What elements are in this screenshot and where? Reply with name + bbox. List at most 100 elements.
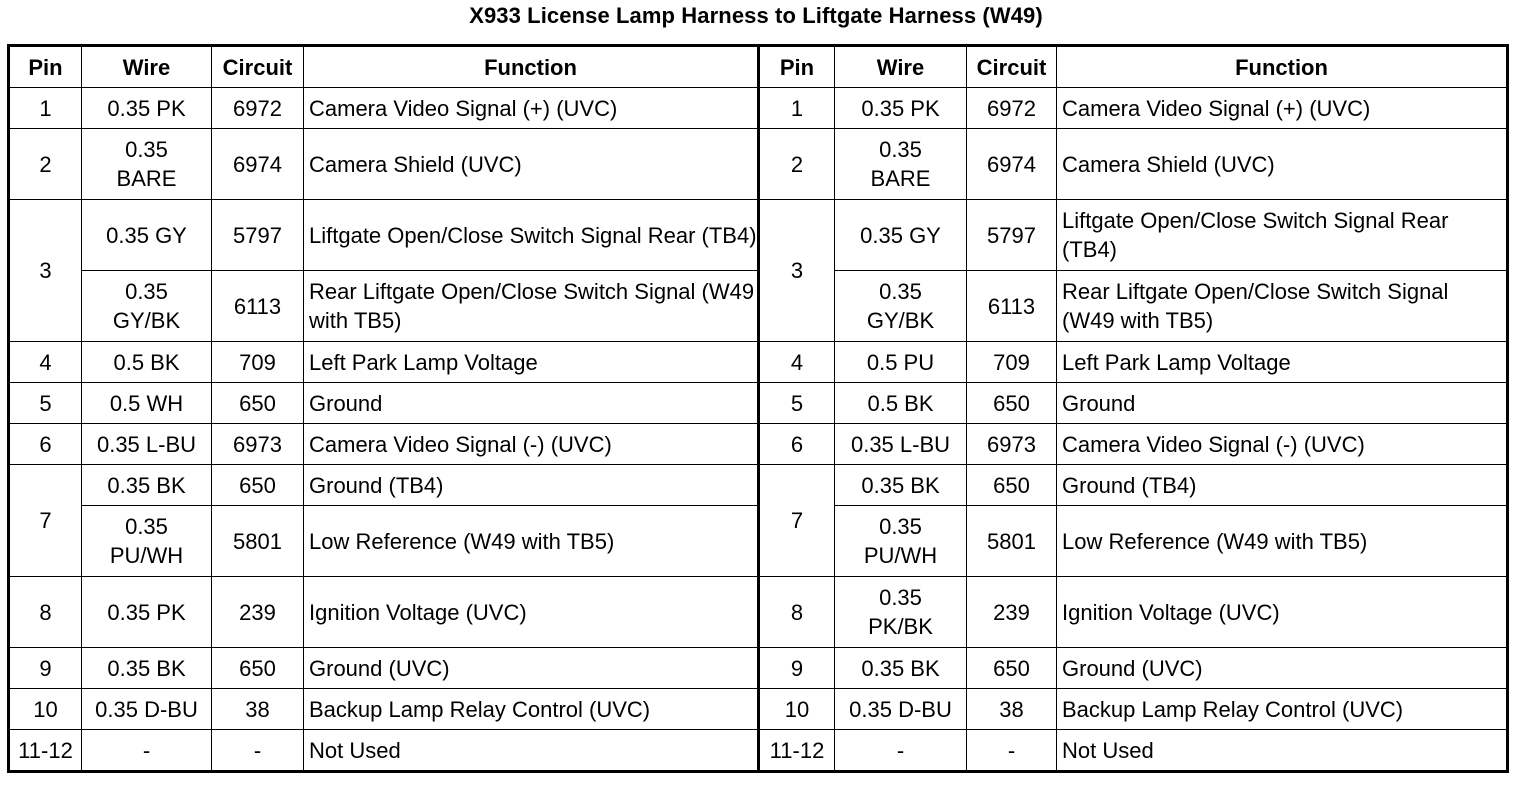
- wire-cell: 0.35 BARE: [81, 128, 212, 200]
- circuit-cell: 650: [211, 647, 304, 689]
- pin-cell: 9: [8, 647, 82, 689]
- circuit-cell: 5797: [966, 199, 1057, 271]
- function-cell: Not Used: [303, 729, 759, 772]
- function-cell: Low Reference (W49 with TB5): [303, 505, 759, 577]
- function-cell: Rear Liftgate Open/Close Switch Signal (…: [1056, 270, 1508, 342]
- table-row: 1 0.35 PK 6972 Camera Video Signal (+) (…: [8, 87, 1508, 129]
- function-cell: Rear Liftgate Open/Close Switch Signal (…: [303, 270, 759, 342]
- table-row: 11-12 - - Not Used 11-12 - - Not Used: [8, 729, 1508, 772]
- circuit-cell: 5801: [211, 505, 304, 577]
- wire-cell: 0.5 WH: [81, 382, 212, 424]
- wire-cell: 0.35 BK: [834, 647, 967, 689]
- header-function: Function: [1056, 45, 1508, 88]
- circuit-cell: 5801: [966, 505, 1057, 577]
- circuit-cell: 650: [966, 382, 1057, 424]
- header-circuit: Circuit: [966, 45, 1057, 88]
- function-cell: Ground (TB4): [303, 464, 759, 506]
- function-cell: Left Park Lamp Voltage: [303, 341, 759, 383]
- table-row: 5 0.5 WH 650 Ground 5 0.5 BK 650 Ground: [8, 382, 1508, 424]
- circuit-cell: 650: [211, 382, 304, 424]
- wire-cell: 0.35 PU/WH: [834, 505, 967, 577]
- function-cell: Camera Shield (UVC): [1056, 128, 1508, 200]
- function-cell: Camera Video Signal (+) (UVC): [1056, 87, 1508, 129]
- pin-cell: 5: [8, 382, 82, 424]
- circuit-cell: 6974: [966, 128, 1057, 200]
- pin-cell: 10: [8, 688, 82, 730]
- header-wire: Wire: [834, 45, 967, 88]
- wire-cell: 0.35 PK: [81, 576, 212, 648]
- circuit-cell: 38: [211, 688, 304, 730]
- table-row: 2 0.35 BARE 6974 Camera Shield (UVC) 2 0…: [8, 128, 1508, 200]
- header-wire: Wire: [81, 45, 212, 88]
- table-row: 6 0.35 L-BU 6973 Camera Video Signal (-)…: [8, 423, 1508, 465]
- circuit-cell: 650: [966, 647, 1057, 689]
- table-row: 8 0.35 PK 239 Ignition Voltage (UVC) 8 0…: [8, 576, 1508, 648]
- circuit-cell: 239: [966, 576, 1057, 648]
- pin-cell: 6: [757, 423, 835, 465]
- wire-cell: 0.35 L-BU: [834, 423, 967, 465]
- circuit-cell: 709: [211, 341, 304, 383]
- wire-cell: 0.35 BK: [834, 464, 967, 506]
- pin-cell: 3: [757, 199, 835, 342]
- circuit-cell: -: [211, 729, 304, 772]
- function-cell: Ground (TB4): [1056, 464, 1508, 506]
- function-cell: Camera Shield (UVC): [303, 128, 759, 200]
- table-row: 9 0.35 BK 650 Ground (UVC) 9 0.35 BK 650…: [8, 647, 1508, 689]
- header-pin: Pin: [8, 45, 82, 88]
- circuit-cell: 6972: [966, 87, 1057, 129]
- pin-cell: 11-12: [8, 729, 82, 772]
- function-cell: Left Park Lamp Voltage: [1056, 341, 1508, 383]
- table-row: 10 0.35 D-BU 38 Backup Lamp Relay Contro…: [8, 688, 1508, 730]
- function-cell: Backup Lamp Relay Control (UVC): [1056, 688, 1508, 730]
- wire-cell: 0.35 BK: [81, 464, 212, 506]
- pin-cell: 1: [757, 87, 835, 129]
- circuit-cell: 6974: [211, 128, 304, 200]
- wire-cell: -: [81, 729, 212, 772]
- function-cell: Camera Video Signal (-) (UVC): [1056, 423, 1508, 465]
- pin-cell: 8: [8, 576, 82, 648]
- circuit-cell: 5797: [211, 199, 304, 271]
- function-cell: Ignition Voltage (UVC): [1056, 576, 1508, 648]
- function-cell: Ignition Voltage (UVC): [303, 576, 759, 648]
- pin-cell: 7: [8, 464, 82, 577]
- pin-cell: 4: [8, 341, 82, 383]
- table-row: 3 0.35 GY 5797 Liftgate Open/Close Switc…: [8, 199, 1508, 342]
- circuit-cell: 6973: [966, 423, 1057, 465]
- circuit-cell: 239: [211, 576, 304, 648]
- table-row: 0.35 GY/BK 6113 Rear Liftgate Open/Close…: [9, 270, 1508, 342]
- function-cell: Backup Lamp Relay Control (UVC): [303, 688, 759, 730]
- header-function: Function: [303, 45, 759, 88]
- wire-cell: 0.35 L-BU: [81, 423, 212, 465]
- pin-cell: 4: [757, 341, 835, 383]
- wire-cell: 0.35 GY/BK: [834, 270, 967, 342]
- wire-cell: 0.5 BK: [834, 382, 967, 424]
- circuit-cell: -: [966, 729, 1057, 772]
- pin-cell: 8: [757, 576, 835, 648]
- pin-cell: 6: [8, 423, 82, 465]
- wire-cell: 0.35 PU/WH: [81, 505, 212, 577]
- table-row: 4 0.5 BK 709 Left Park Lamp Voltage 4 0.…: [8, 341, 1508, 383]
- pin-cell: 2: [757, 128, 835, 200]
- function-cell: Camera Video Signal (+) (UVC): [303, 87, 759, 129]
- pin-cell: 9: [757, 647, 835, 689]
- pin-cell: 3: [8, 199, 82, 342]
- wire-cell: 0.35 PK: [81, 87, 212, 129]
- wire-cell: 0.35 GY: [81, 199, 212, 271]
- wire-cell: 0.35 PK: [834, 87, 967, 129]
- wire-cell: 0.35 D-BU: [834, 688, 967, 730]
- wire-cell: 0.5 BK: [81, 341, 212, 383]
- function-cell: Liftgate Open/Close Switch Signal Rear (…: [303, 199, 759, 271]
- circuit-cell: 6973: [211, 423, 304, 465]
- pin-cell: 11-12: [757, 729, 835, 772]
- function-cell: Ground: [1056, 382, 1508, 424]
- wire-cell: 0.35 GY: [834, 199, 967, 271]
- function-cell: Ground (UVC): [303, 647, 759, 689]
- circuit-cell: 6113: [211, 270, 304, 342]
- function-cell: Ground (UVC): [1056, 647, 1508, 689]
- circuit-cell: 38: [966, 688, 1057, 730]
- header-circuit: Circuit: [211, 45, 304, 88]
- pin-cell: 1: [8, 87, 82, 129]
- header-pin: Pin: [757, 45, 835, 88]
- table-row: 7 0.35 BK 650 Ground (TB4) 7 0.35 BK 650…: [8, 464, 1508, 577]
